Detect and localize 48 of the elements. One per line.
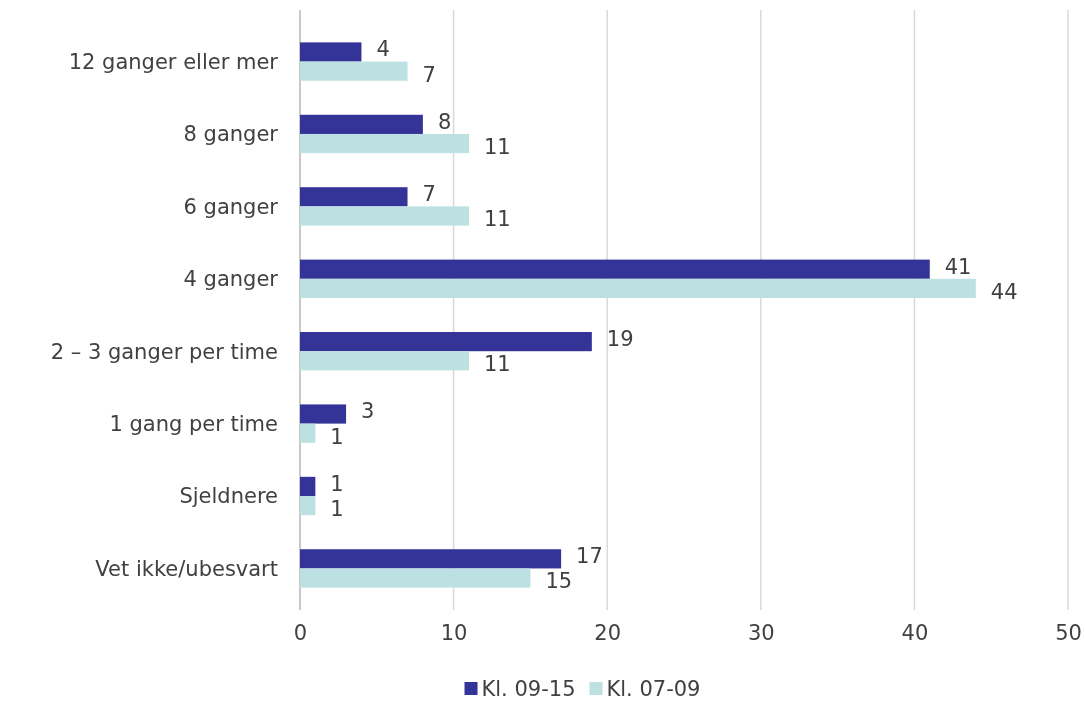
bar xyxy=(300,187,408,207)
bar xyxy=(300,332,592,352)
data-label: 3 xyxy=(361,399,375,424)
data-label: 41 xyxy=(944,254,972,279)
bar xyxy=(300,133,469,154)
bar xyxy=(300,476,316,497)
data-label: 17 xyxy=(576,544,603,569)
bar xyxy=(300,549,562,569)
data-label: 11 xyxy=(483,134,511,159)
x-tick-label: 20 xyxy=(594,620,622,645)
data-label: 15 xyxy=(545,569,573,594)
data-label: 8 xyxy=(437,109,452,134)
data-label: 1 xyxy=(330,424,344,449)
bar xyxy=(300,206,469,226)
data-label: 1 xyxy=(330,496,344,521)
bar xyxy=(300,568,531,588)
bar xyxy=(300,351,469,371)
bar xyxy=(300,61,408,81)
bar xyxy=(300,423,316,443)
y-tick-label: 8 ganger xyxy=(183,122,279,147)
y-tick-label: 12 ganger eller mer xyxy=(68,49,279,74)
bar xyxy=(300,404,347,424)
data-label: 1 xyxy=(330,471,344,496)
bar xyxy=(300,496,316,516)
x-tick-label: 30 xyxy=(747,620,775,645)
y-tick-label: 4 ganger xyxy=(183,267,279,292)
y-tick-label: 6 ganger xyxy=(183,194,279,219)
legend-label: Kl. 09-15 xyxy=(481,677,576,702)
y-tick-label: Vet ikke/ubesvart xyxy=(95,556,278,581)
data-label: 44 xyxy=(990,279,1018,304)
data-label: 11 xyxy=(483,207,511,232)
x-tick-label: 0 xyxy=(293,620,308,645)
data-label: 19 xyxy=(606,326,634,351)
y-tick-label: 1 gang per time xyxy=(109,411,278,436)
x-tick-label: 10 xyxy=(440,620,468,645)
bar xyxy=(300,259,930,279)
data-label: 7 xyxy=(422,62,436,87)
data-label: 11 xyxy=(483,352,511,377)
legend-label: Kl. 07-09 xyxy=(606,677,701,702)
y-tick-label: 2 – 3 ganger per time xyxy=(50,339,278,364)
bar xyxy=(300,42,362,62)
x-tick-label: 40 xyxy=(901,620,929,645)
data-label: 4 xyxy=(376,37,390,62)
data-label: 7 xyxy=(422,182,436,207)
y-tick-label: Sjeldnere xyxy=(179,484,278,509)
bar xyxy=(300,278,976,298)
x-tick-label: 50 xyxy=(1055,620,1082,645)
bar xyxy=(300,114,423,134)
